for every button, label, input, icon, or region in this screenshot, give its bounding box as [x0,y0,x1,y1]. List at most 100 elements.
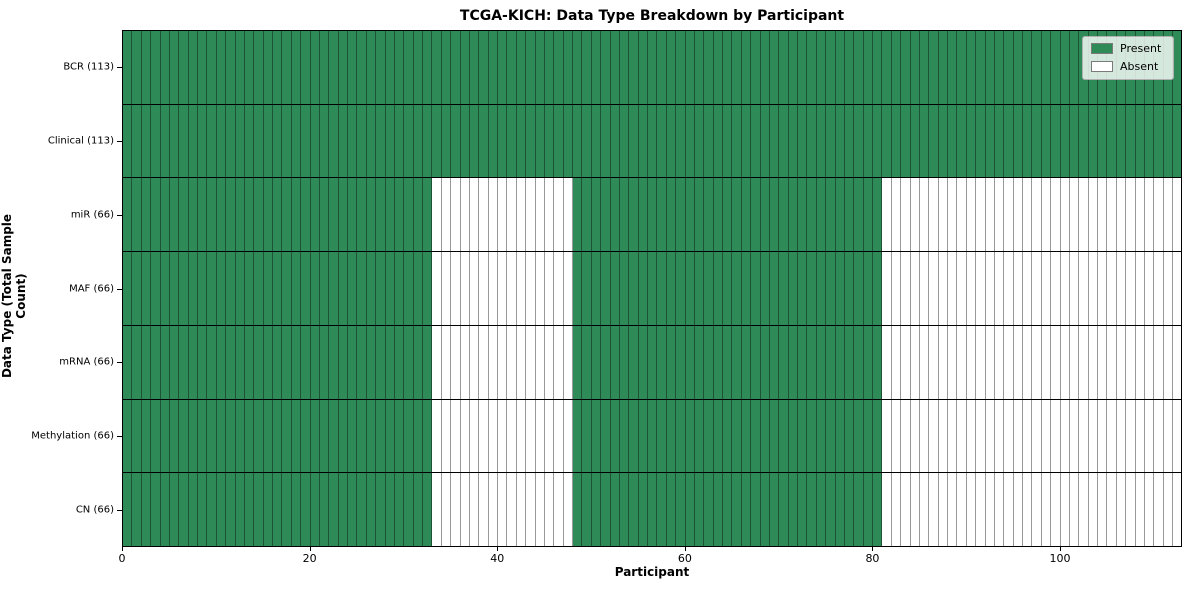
heatmap-cell [385,178,395,252]
heatmap-cell [816,399,827,473]
heatmap-cell [179,473,189,547]
heatmap-cell [1173,325,1182,399]
heatmap-cell [957,325,967,399]
heatmap-cell [423,399,433,473]
heatmap-cell [816,178,827,252]
heatmap-cell [498,31,508,104]
heatmap-cell [544,178,555,252]
heatmap-cell [226,252,236,325]
heatmap-cell [141,399,152,473]
heatmap-cell [301,104,311,178]
heatmap-cell [741,31,752,104]
heatmap-cell [741,252,752,325]
heatmap-cell [863,252,873,325]
heatmap-cell [1135,399,1145,473]
heatmap-cell [348,399,358,473]
heatmap-cell [207,178,217,252]
heatmap-cell [1107,104,1117,178]
heatmap-cell [582,104,592,178]
heatmap-cell [741,178,752,252]
heatmap-cell [198,473,208,547]
heatmap-cell [423,178,433,252]
heatmap-cell [807,178,817,252]
heatmap-cell [713,325,723,399]
heatmap-cell [291,104,302,178]
heatmap-cell [929,473,939,547]
heatmap-cell [451,325,461,399]
heatmap-cell [526,399,536,473]
heatmap-cell [873,104,883,178]
heatmap-cell [254,399,264,473]
heatmap-cell [235,178,245,252]
heatmap-cell [1173,178,1182,252]
heatmap-cell [1144,178,1155,252]
heatmap-cell [1069,325,1080,399]
heatmap-cell [498,252,508,325]
heatmap-cell [629,473,639,547]
heatmap-cell [244,325,255,399]
heatmap-cell [732,399,742,473]
heatmap-cell [863,473,873,547]
heatmap-cell [948,178,958,252]
heatmap-cell [469,104,480,178]
heatmap-cell [957,104,967,178]
heatmap-cell [1107,399,1117,473]
heatmap-cell [544,325,555,399]
heatmap-cell [591,325,602,399]
heatmap-cell [1088,473,1098,547]
x-tick-label: 0 [118,552,126,565]
heatmap-cell [666,473,677,547]
heatmap-cell [413,104,423,178]
heatmap-cell [619,252,630,325]
heatmap-cell [432,31,442,104]
heatmap-cell [573,325,583,399]
heatmap-cell [263,31,273,104]
heatmap-cell [1135,325,1145,399]
heatmap-cell [1051,31,1061,104]
x-tick-mark [122,547,123,551]
heatmap-cell [863,31,873,104]
heatmap-cell [469,31,480,104]
heatmap-cell [985,399,995,473]
heatmap-cell [929,31,939,104]
heatmap-cell [901,178,911,252]
heatmap-cell [844,178,855,252]
heatmap-cell [741,473,752,547]
heatmap-cell [582,252,592,325]
heatmap-cell [685,399,695,473]
heatmap-cell [826,399,836,473]
heatmap-cell [1079,104,1089,178]
heatmap-cell [394,399,405,473]
heatmap-cell [919,325,930,399]
heatmap-cell [544,252,555,325]
heatmap-cell [788,104,798,178]
heatmap-cell [732,178,742,252]
heatmap-cell [1004,104,1014,178]
heatmap-cell [723,104,733,178]
heatmap-cell [1069,104,1080,178]
heatmap-cell [976,252,986,325]
heatmap-cell [929,104,939,178]
heatmap-cell [1051,399,1061,473]
heatmap-cell [329,473,339,547]
heatmap-cell [404,473,414,547]
heatmap-cell [723,399,733,473]
heatmap-cell [169,178,180,252]
heatmap-cell [123,178,133,252]
heatmap-cell [301,178,311,252]
heatmap-cell [769,325,780,399]
heatmap-cell [516,473,527,547]
heatmap-cell [601,31,611,104]
heatmap-cell [160,325,170,399]
heatmap-cell [1116,178,1127,252]
heatmap-cell [169,104,180,178]
heatmap-cell [1069,473,1080,547]
heatmap-cell [816,31,827,104]
heatmap-cell [1154,473,1164,547]
y-tick-mark [117,510,122,512]
heatmap-cell [132,104,142,178]
heatmap-cell [141,178,152,252]
heatmap-cell [282,104,292,178]
heatmap-cell [169,399,180,473]
heatmap-cell [910,473,920,547]
